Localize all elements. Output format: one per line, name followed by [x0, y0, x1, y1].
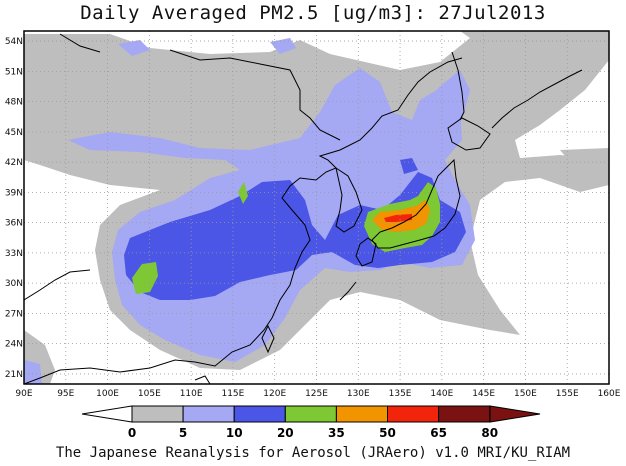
- colorbar-min-arrow: [81, 405, 133, 423]
- pm25-level-65-region: [384, 214, 412, 222]
- colorbar-swatch: [131, 405, 184, 423]
- latitude-labels: 21N 24N 27N 30N 33N 36N 39N 42N 45N 48N 51N 54N: [5, 37, 23, 380]
- hainan-coastline: [194, 375, 211, 384]
- pm25-level-10-region: [24, 360, 42, 384]
- longitude-tick-label: 90E: [15, 389, 32, 399]
- pm25-level-20-region: [124, 172, 466, 300]
- pm25-level-5-region: [560, 148, 609, 170]
- longitude-tick-label: 110E: [180, 389, 203, 399]
- latitude-tick-label: 30N: [5, 279, 23, 289]
- colorbar-level-label: 35: [328, 426, 345, 440]
- longitude-tick-label: 155E: [556, 389, 579, 399]
- korea-coastline: [335, 166, 363, 233]
- longitude-tick-label: 140E: [430, 389, 453, 399]
- ryukyu-islands: [339, 281, 357, 301]
- latitude-tick-label: 54N: [5, 37, 23, 47]
- colorbar-swatch: [335, 405, 388, 423]
- longitude-tick-label: 100E: [96, 389, 119, 399]
- asia-coastline: [24, 57, 463, 384]
- kurile-islands: [491, 69, 583, 129]
- japan-hokkaido-coastline: [447, 117, 491, 151]
- longitude-tick-label: 160E: [598, 389, 621, 399]
- coastlines: [24, 33, 583, 384]
- latitude-tick-label: 42N: [5, 158, 23, 168]
- longitude-tick-label: 125E: [305, 389, 328, 399]
- colorbar-swatch: [387, 405, 440, 423]
- colorbar-level-label: 5: [179, 426, 187, 440]
- colorbar-level-label: 20: [277, 426, 294, 440]
- longitude-tick-label: 135E: [389, 389, 412, 399]
- longitude-tick-label: 120E: [263, 389, 286, 399]
- japan-honshu-coastline: [371, 158, 461, 249]
- pm25-fields: [24, 31, 609, 384]
- latitude-tick-label: 27N: [5, 309, 23, 319]
- latitude-tick-label: 33N: [5, 249, 23, 259]
- colorbar-swatch: [182, 405, 235, 423]
- latitude-tick-label: 21N: [5, 370, 23, 380]
- taiwan-coastline: [261, 324, 275, 354]
- latitude-tick-label: 36N: [5, 219, 23, 229]
- longitude-tick-label: 95E: [57, 389, 74, 399]
- colorbar-level-label: 10: [226, 426, 243, 440]
- longitude-tick-label: 115E: [221, 389, 244, 399]
- mainland-border: [24, 33, 341, 301]
- lat-lon-grid: [24, 31, 609, 384]
- colorbar-level-label: 0: [128, 426, 136, 440]
- pm25-level-35-region: [132, 262, 158, 294]
- colorbar: 0 5 10 20 35 50 65 80: [81, 405, 541, 440]
- pm25-level-35-region: [238, 182, 248, 204]
- colorbar-level-label: 65: [430, 426, 447, 440]
- sakhalin-coastline: [451, 51, 465, 121]
- longitude-tick-label: 130E: [347, 389, 370, 399]
- longitude-labels: 90E 95E 100E 105E 110E 115E 120E 125E 130E 135E 14…: [15, 389, 620, 399]
- colorbar-swatch: [233, 405, 286, 423]
- colorbar-level-label: 80: [481, 426, 498, 440]
- colorbar-max-arrow: [489, 405, 541, 423]
- colorbar-swatch: [438, 405, 491, 423]
- data-source-footer: The Japanese Reanalysis for Aerosol (JRA…: [55, 445, 571, 461]
- pm25-level-10-region: [270, 38, 296, 54]
- colorbar-swatch: [284, 405, 337, 423]
- colorbar-level-label: 50: [379, 426, 396, 440]
- latitude-tick-label: 39N: [5, 188, 23, 198]
- latitude-tick-label: 24N: [5, 340, 23, 350]
- plot-frame: [23, 30, 610, 385]
- longitude-tick-label: 145E: [472, 389, 495, 399]
- longitude-tick-label: 150E: [514, 389, 537, 399]
- longitude-tick-label: 105E: [138, 389, 161, 399]
- pm25-level-10-region: [118, 40, 150, 56]
- latitude-tick-label: 48N: [5, 98, 23, 108]
- map-title: Daily Averaged PM2.5 [ug/m3]: 27Jul2013: [80, 2, 546, 24]
- latitude-tick-label: 51N: [5, 67, 23, 77]
- japan-kyushu-coastline: [355, 237, 377, 267]
- latitude-tick-label: 45N: [5, 128, 23, 138]
